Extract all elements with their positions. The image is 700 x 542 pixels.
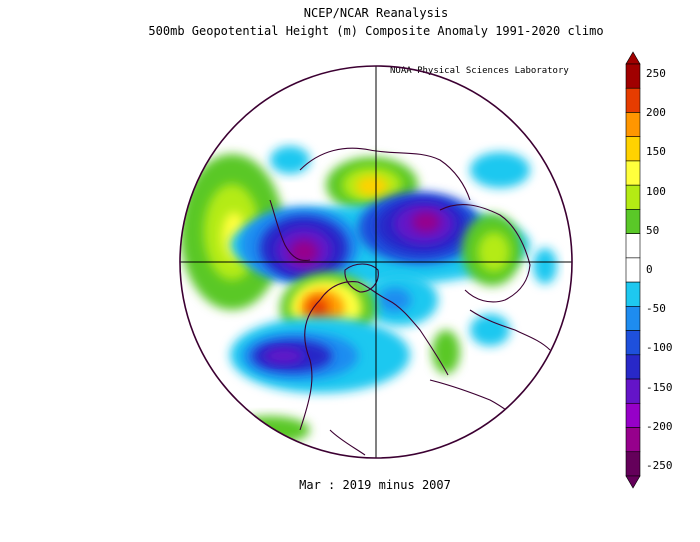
coast-eurasia (439, 204, 531, 303)
colorbar-tick-label: 250 (646, 67, 666, 80)
colorbar-swatch (625, 281, 641, 307)
colorbar-swatch (625, 209, 641, 234)
anomaly-field (180, 146, 557, 444)
colorbar-swatch (625, 184, 641, 210)
coast-africa-north (429, 379, 531, 431)
colorbar-swatch (625, 427, 641, 453)
colorbar-swatch (625, 378, 641, 404)
credit-label: NOAA Physical Sciences Laboratory (390, 66, 569, 76)
colorbar-swatch (625, 160, 641, 186)
colorbar-tick-label: -250 (646, 459, 673, 472)
anomaly-neg-lower-deep (264, 348, 304, 364)
colorbar-tick-label: -100 (646, 341, 673, 355)
colorbar-swatch (625, 87, 641, 113)
anomaly-pos-canada-hot (308, 298, 328, 318)
map-subtitle-variable: 500mb Geopotential Height (m) Composite … (148, 24, 604, 38)
coast-north-america (299, 281, 449, 431)
colorbar-tick-label: 50 (646, 223, 660, 237)
colorbar-swatch (625, 233, 641, 259)
colorbar-tick-label: -200 (646, 419, 673, 433)
colorbar-swatch (625, 257, 641, 283)
colorbar-swatch (625, 451, 641, 477)
anomaly-pos-arctic-core (356, 176, 388, 196)
colorbar-swatch (625, 112, 641, 138)
colorbar-tick-label: 200 (646, 106, 666, 120)
anomaly-neg-east-3 (412, 212, 440, 232)
map-boundary-circle (179, 65, 573, 459)
colorbar-arrow-bottom (625, 475, 641, 489)
anomaly-neg-asia (533, 248, 557, 284)
coast-central-america (329, 429, 366, 456)
coast-greenland (344, 263, 379, 293)
colorbar-arrow-top (625, 51, 641, 65)
anomaly-pos-atlantic (432, 330, 460, 374)
colorbar-swatch (625, 402, 641, 428)
coast-siberia (299, 147, 471, 201)
anomaly-pos-europe-core (478, 232, 510, 272)
colorbar-tick-label: -150 (646, 380, 673, 394)
anomaly-neg-top-right (470, 152, 530, 188)
anomaly-pos-lower-arc (230, 416, 310, 444)
colorbar (625, 51, 641, 489)
coast-asia-east (269, 199, 311, 262)
colorbar-swatch (625, 63, 641, 89)
anomaly-neg-center-right-core (379, 288, 411, 312)
colorbar-swatch (625, 330, 641, 356)
coast-europe-south (469, 309, 551, 351)
anomaly-neg-mideast (470, 314, 510, 346)
map-title: NCEP/NCAR Reanalysis (303, 6, 449, 20)
date-subtitle: Mar : 2019 minus 2007 (299, 478, 451, 492)
colorbar-swatch (625, 306, 641, 331)
colorbar-swatches (625, 51, 641, 489)
colorbar-tick-label: 150 (646, 145, 666, 159)
colorbar-tick-label: 100 (646, 184, 666, 198)
colorbar-swatch (625, 136, 641, 162)
colorbar-tick-label: -50 (646, 302, 666, 316)
anomaly-neg-top-left (270, 146, 310, 174)
colorbar-tick-label: 0 (646, 263, 653, 276)
colorbar-swatch (625, 354, 641, 380)
